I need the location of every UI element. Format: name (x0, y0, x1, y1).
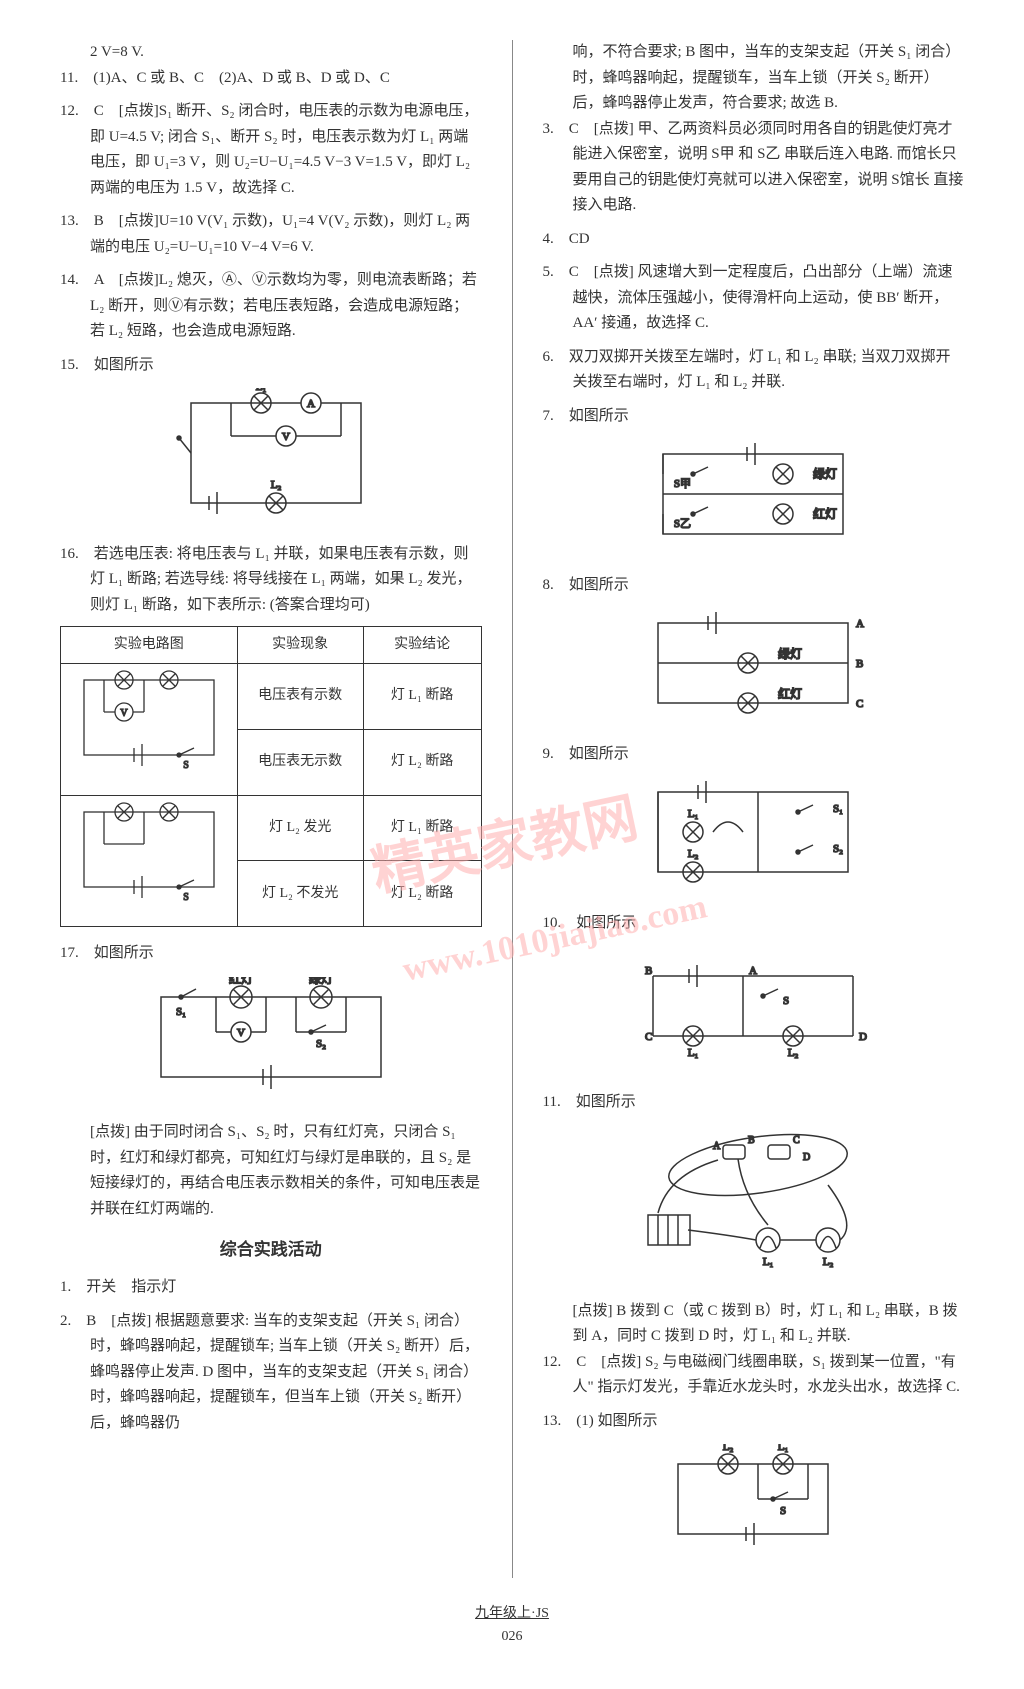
svg-text:绿灯: 绿灯 (309, 977, 333, 986)
svg-text:L₂: L₂ (270, 479, 281, 491)
q14: 14. A [点拨]L₂ 熄灭，Ⓐ、Ⓥ示数均为零，则电流表断路；若 L₂ 断开，… (60, 268, 482, 345)
svg-text:S₁: S₁ (176, 1006, 186, 1018)
svg-text:S: S (780, 1505, 786, 1517)
page-footer: 九年级上·JS 026 (60, 1602, 964, 1650)
row0-concl: 灯 L₁ 断路 (391, 688, 453, 703)
svg-text:S₂: S₂ (316, 1038, 326, 1050)
svg-text:S₁: S₁ (833, 803, 843, 815)
svg-text:L₂: L₂ (723, 1444, 734, 1453)
svg-text:L₂: L₂ (788, 1047, 799, 1059)
s1: 1. 开关 指示灯 (60, 1275, 482, 1301)
r4: 4. CD (543, 227, 965, 253)
svg-text:红灯: 红灯 (778, 686, 802, 701)
svg-text:A: A (856, 618, 864, 630)
svg-text:V: V (237, 1027, 245, 1039)
th-circuit: 实验电路图 (114, 637, 184, 652)
figure-8: 绿灯 红灯 A B C (543, 608, 965, 728)
svg-text:L₁: L₁ (778, 1444, 789, 1453)
svg-text:A: A (307, 398, 315, 410)
q17-note: [点拨] 由于同时闭合 S₁、S₂ 时，只有红灯亮，只闭合 S₁ 时，红灯和绿灯… (90, 1120, 482, 1222)
th-phenom: 实验现象 (272, 637, 328, 652)
r9: 9. 如图所示 (543, 742, 965, 768)
row2-phenom: 灯 L₂ 发光 (269, 820, 331, 835)
svg-text:红灯: 红灯 (813, 506, 837, 521)
svg-text:S₂: S₂ (833, 843, 843, 855)
r6: 6. 双刀双掷开关拨至左端时，灯 L₁ 和 L₂ 串联; 当双刀双掷开关拨至右端… (543, 345, 965, 396)
th-concl: 实验结论 (394, 637, 450, 652)
row3-phenom: 灯 L₂ 不发光 (262, 886, 338, 901)
r10: 10. 如图所示 (543, 911, 965, 937)
svg-text:L₁: L₁ (688, 808, 699, 820)
svg-text:S: S (783, 995, 789, 1007)
svg-text:L₂: L₂ (688, 848, 699, 860)
figure-11: A B C D L₁ L₂ (543, 1125, 965, 1285)
row0-phenom: 电压表有示数 (258, 688, 342, 703)
svg-text:V: V (282, 431, 290, 443)
r8: 8. 如图所示 (543, 573, 965, 599)
q13: 13. B [点拨]U=10 V(V₁ 示数)，U₁=4 V(V₂ 示数)，则灯… (60, 209, 482, 260)
figure-9: L₁ L₂ S₁ S₂ (543, 777, 965, 897)
svg-text:绿灯: 绿灯 (778, 646, 802, 661)
svg-text:V: V (120, 708, 128, 719)
svg-text:B: B (856, 658, 863, 670)
page-container: 精英家教网 www.1010jiajiao.com 2 V=8 V. 11. (… (60, 40, 964, 1649)
r11-note: [点拨] B 拨到 C（或 C 拨到 B）时，灯 L₁ 和 L₂ 串联，B 拨到… (573, 1299, 965, 1350)
r7: 7. 如图所示 (543, 404, 965, 430)
figure-17: 红灯 绿灯 S₁ V S₂ (60, 977, 482, 1107)
q11: 11. (1)A、C 或 B、C (2)A、D 或 B、D 或 D、C (60, 66, 482, 92)
svg-text:A: A (749, 965, 757, 977)
svg-text:D: D (803, 1152, 810, 1163)
r13: 13. (1) 如图所示 (543, 1409, 965, 1435)
svg-text:D: D (859, 1031, 867, 1043)
svg-text:S: S (183, 760, 189, 771)
r11: 11. 如图所示 (543, 1090, 965, 1116)
right-column: 响，不符合要求; B 图中，当车的支架支起（开关 S₁ 闭合）时，蜂鸣器响起，提… (543, 40, 965, 1578)
two-column-layout: 2 V=8 V. 11. (1)A、C 或 B、C (2)A、D 或 B、D 或… (60, 40, 964, 1578)
r3: 3. C [点拨] 甲、乙两资料员必须同时用各自的钥匙使灯亮才能进入保密室，说明… (543, 117, 965, 219)
svg-text:S: S (183, 892, 189, 903)
r5: 5. C [点拨] 风速增大到一定程度后，凸出部分（上端）流速越快，流体压强越小… (543, 260, 965, 337)
svg-text:C: C (793, 1135, 800, 1146)
svg-text:L₂: L₂ (823, 1256, 834, 1268)
svg-text:C: C (645, 1031, 652, 1043)
svg-text:B: B (645, 965, 652, 977)
figure-10: B C D L₁ L₂ A S (543, 946, 965, 1076)
column-divider (512, 40, 513, 1578)
svg-text:L₁: L₁ (688, 1047, 699, 1059)
q-top: 2 V=8 V. (90, 40, 482, 66)
figure-15: L₁ A V L₂ (60, 388, 482, 528)
footer-grade: 九年级上·JS (469, 1606, 555, 1621)
row2-concl: 灯 L₁ 断路 (391, 820, 453, 835)
footer-page: 026 (502, 1629, 523, 1644)
svg-text:L₁: L₁ (255, 388, 266, 393)
svg-text:C: C (856, 698, 863, 710)
svg-text:绿灯: 绿灯 (813, 466, 837, 481)
figure-7: S甲 S乙 绿灯 红灯 (543, 439, 965, 559)
s2: 2. B [点拨] 根据题意要求: 当车的支架支起（开关 S₁ 闭合）时，蜂鸣器… (60, 1309, 482, 1437)
row1-phenom: 电压表无示数 (258, 754, 342, 769)
svg-text:红灯: 红灯 (229, 977, 253, 986)
experiment-table: 实验电路图 实验现象 实验结论 L₁ L₂ (60, 626, 482, 927)
svg-text:S乙: S乙 (674, 517, 691, 530)
section-title: 综合实践活动 (60, 1236, 482, 1265)
figure-13: L₂ L₁ S (543, 1444, 965, 1564)
r12: 12. C [点拨] S₂ 与电磁阀门线圈串联，S₁ 拨到某一位置，"有人" 指… (543, 1350, 965, 1401)
q17: 17. 如图所示 (60, 941, 482, 967)
row3-concl: 灯 L₂ 断路 (391, 886, 453, 901)
q12: 12. C [点拨]S₁ 断开、S₂ 闭合时，电压表的示数为电源电压，即 U=4… (60, 99, 482, 201)
row1-concl: 灯 L₂ 断路 (391, 754, 453, 769)
svg-text:A: A (713, 1141, 721, 1152)
r-top: 响，不符合要求; B 图中，当车的支架支起（开关 S₁ 闭合）时，蜂鸣器响起，提… (573, 40, 965, 117)
svg-text:B: B (748, 1135, 755, 1146)
q16: 16. 若选电压表: 将电压表与 L₁ 并联，如果电压表有示数，则灯 L₁ 断路… (60, 542, 482, 619)
svg-text:S甲: S甲 (674, 478, 691, 490)
left-column: 2 V=8 V. 11. (1)A、C 或 B、C (2)A、D 或 B、D 或… (60, 40, 482, 1578)
q15: 15. 如图所示 (60, 353, 482, 379)
svg-text:L₁: L₁ (763, 1256, 774, 1268)
